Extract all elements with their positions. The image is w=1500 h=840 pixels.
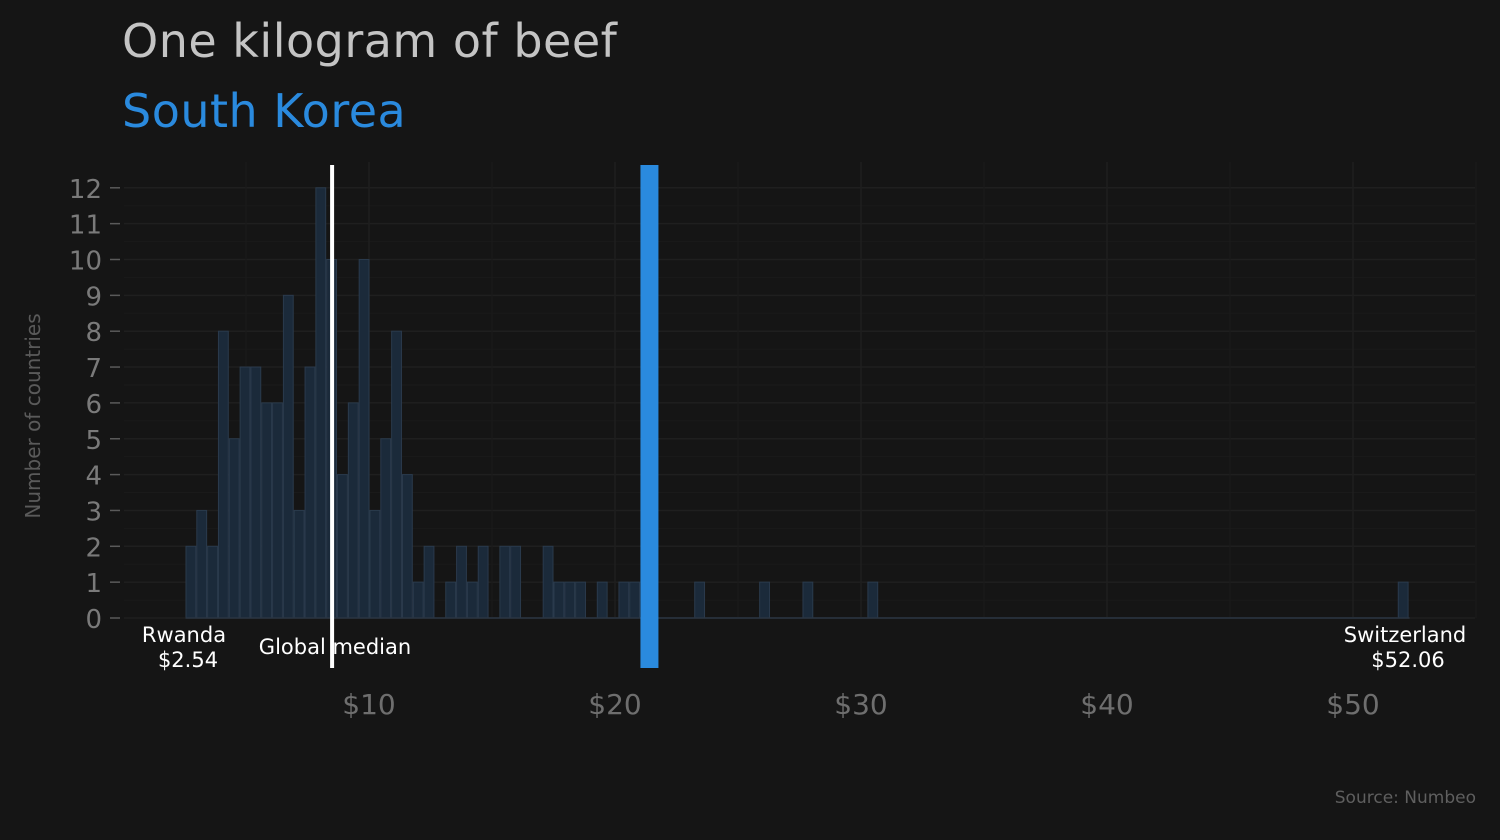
histogram-bar-0 [185,545,197,619]
histogram-bar-7 [261,402,273,619]
histogram-bar-10 [293,509,305,619]
histogram-bar-28 [510,545,522,619]
median-label: Global median [259,635,411,659]
histogram-bar-8 [272,402,283,619]
histogram-bar-31 [564,581,576,619]
histogram-bar-29 [542,545,554,619]
y-tick-label-4: 4 [85,462,102,492]
histogram-bar-20 [401,474,413,619]
histogram-bar-40 [1397,581,1409,619]
chart-subtitle: South Korea [122,84,407,138]
histogram-bar-15 [347,402,359,619]
y-axis-label: Number of countries [21,313,45,518]
histogram-bar-3 [217,330,229,619]
y-tick-label-9: 9 [85,282,102,312]
y-tick-label-0: 0 [85,605,102,635]
y-tick-label-6: 6 [85,390,102,420]
annotation-rwanda-name: Rwanda [142,623,226,647]
y-tick-label-3: 3 [85,497,102,527]
histogram-bar-35 [629,581,641,619]
chart-title: One kilogram of beef [122,14,618,68]
histogram-bar-14 [337,474,348,619]
histogram-bar-11 [304,366,316,619]
histogram-bar-2 [207,545,218,619]
y-tick-label-5: 5 [85,426,102,456]
y-tick-label-12: 12 [69,175,102,205]
annotation-switzerland-name: Switzerland [1344,623,1467,647]
source-note: Source: Numbeo [1334,788,1476,808]
histogram-bar-38 [802,581,814,619]
histogram-bar-27 [499,545,511,619]
histogram-bar-34 [618,581,630,619]
x-tick-label-40: $40 [1080,688,1133,721]
histogram-bar-26 [477,545,489,619]
histogram-bar-21 [412,581,424,619]
histogram-bar-19 [391,330,402,619]
histogram-bar-32 [575,581,586,619]
reference-lines [330,165,659,668]
histogram-bar-30 [553,581,565,619]
histogram-bar-17 [369,509,381,619]
y-tick-label-1: 1 [85,569,102,599]
y-tick-label-7: 7 [85,354,102,384]
histogram-bar-23 [445,581,457,619]
x-tick-label-50: $50 [1326,688,1379,721]
annotation-rwanda-value: $2.54 [158,648,218,672]
y-tick-label-11: 11 [69,211,102,241]
histogram-bar-16 [358,259,370,619]
y-tick-label-2: 2 [85,533,102,563]
histogram-bar-4 [228,438,240,619]
histogram-bar-6 [250,366,262,619]
histogram-bar-24 [456,545,467,619]
histogram-bar-9 [282,294,294,619]
histogram-bar-1 [196,509,208,619]
x-axis: $10 $20 $30 $40 $50 [342,688,1379,721]
histogram-bar-18 [380,438,392,619]
histogram-bar-25 [466,581,478,619]
y-tick-label-8: 8 [85,318,102,348]
histogram-bar-12 [315,187,327,619]
x-tick-label-30: $30 [834,688,887,721]
annotations: Rwanda $2.54 Switzerland $52.06 Global m… [142,623,1466,672]
histogram-bar-39 [867,581,879,619]
histogram-bar-33 [596,581,608,619]
annotation-switzerland-value: $52.06 [1371,648,1444,672]
histogram-bar-5 [239,366,251,619]
x-tick-label-20: $20 [588,688,641,721]
y-tick-label-10: 10 [69,247,102,277]
histogram-bar-22 [423,545,435,619]
histogram-bar-36 [694,581,706,619]
x-tick-label-10: $10 [342,688,395,721]
histogram-bar-37 [759,581,770,619]
highlight-line-south-korea [640,165,659,668]
